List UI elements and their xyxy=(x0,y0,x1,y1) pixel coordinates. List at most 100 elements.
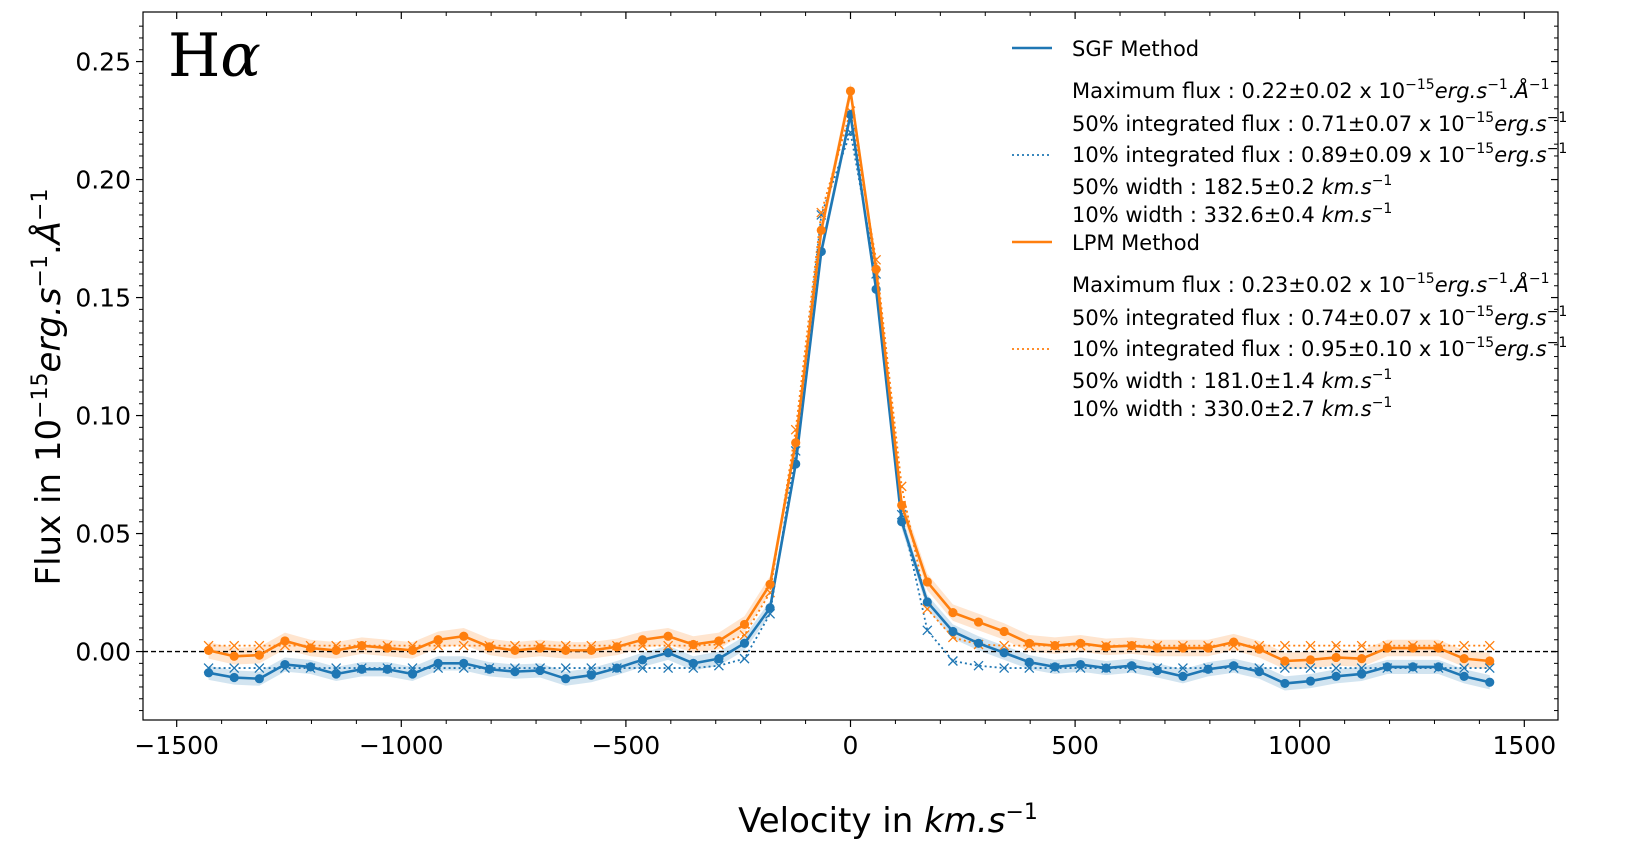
data-point xyxy=(1305,676,1316,686)
fit-marker xyxy=(1177,663,1188,674)
data-point xyxy=(1127,641,1137,651)
data-point xyxy=(1280,656,1290,666)
data-point xyxy=(433,635,443,645)
data-point xyxy=(637,655,648,665)
y-tick-label: 0.00 xyxy=(75,638,131,667)
data-point xyxy=(510,645,520,655)
fit-marker xyxy=(1279,663,1290,674)
data-point xyxy=(816,225,826,235)
data-point xyxy=(1152,643,1162,653)
data-point xyxy=(1459,654,1469,664)
data-point xyxy=(1382,662,1392,672)
data-point xyxy=(948,608,958,618)
data-point xyxy=(1229,661,1239,671)
data-point xyxy=(663,648,673,658)
data-point xyxy=(459,631,469,641)
fit-marker xyxy=(1279,640,1290,651)
legend-line: 10% width : 332.6±0.4 km.s−1 xyxy=(1072,201,1392,227)
data-point xyxy=(280,659,290,670)
data-point xyxy=(305,643,316,653)
line-label: Hα xyxy=(168,21,261,91)
data-point xyxy=(922,597,932,607)
data-point xyxy=(1024,657,1034,667)
legend-line: Maximum flux : 0.22±0.02 x 10−15erg.s−1.… xyxy=(1072,77,1550,103)
data-point xyxy=(663,631,673,641)
data-point xyxy=(407,645,418,655)
data-point xyxy=(1331,652,1341,663)
data-point xyxy=(714,654,724,664)
fit-marker xyxy=(1305,663,1316,674)
data-point xyxy=(1254,667,1264,677)
fit-marker xyxy=(947,656,958,666)
data-point xyxy=(871,264,881,274)
data-point xyxy=(1433,662,1444,672)
fit-marker xyxy=(586,663,597,674)
fit-marker xyxy=(973,660,984,671)
fit-marker xyxy=(663,640,674,651)
data-point xyxy=(973,617,984,627)
y-axis-label: Flux in 10−15erg.s−1.Å−1 xyxy=(28,189,69,586)
fit-marker xyxy=(1484,640,1495,651)
legend-line: 10% integrated flux : 0.95±0.10 x 10−15e… xyxy=(1072,335,1567,361)
data-point xyxy=(254,650,264,660)
data-point xyxy=(1280,678,1290,689)
x-tick-label: −500 xyxy=(592,731,661,760)
fit-marker xyxy=(229,640,240,651)
data-point xyxy=(484,642,494,652)
fit-marker xyxy=(1484,663,1495,674)
legend: SGF Method Maximum flux : 0.22±0.02 x 10−… xyxy=(1012,37,1567,421)
data-point xyxy=(791,438,801,448)
data-point xyxy=(1433,643,1444,653)
data-point xyxy=(382,664,392,674)
data-point xyxy=(535,643,545,653)
x-tick-label: −1000 xyxy=(359,731,444,760)
data-point xyxy=(1254,644,1264,654)
fit-marker xyxy=(1331,663,1342,674)
data-point xyxy=(203,668,214,678)
data-point xyxy=(999,648,1009,658)
data-point xyxy=(1331,671,1341,681)
legend-line: 10% width : 330.0±2.7 km.s−1 xyxy=(1072,395,1392,421)
fit-marker xyxy=(637,663,648,674)
fit-marker xyxy=(1459,663,1470,674)
data-point xyxy=(739,619,750,630)
x-tick-label: 0 xyxy=(843,731,859,760)
data-point xyxy=(1203,664,1213,674)
data-point xyxy=(999,626,1009,637)
data-point xyxy=(586,670,596,680)
fit-marker xyxy=(1356,640,1367,651)
data-point xyxy=(459,658,469,668)
data-point xyxy=(1075,659,1086,670)
data-point xyxy=(229,651,239,661)
x-axis-label: Velocity in km.s−1 xyxy=(738,800,1038,841)
data-point xyxy=(1101,663,1111,673)
data-point xyxy=(331,669,341,679)
data-point xyxy=(433,658,443,668)
fit-marker xyxy=(254,663,265,674)
data-point xyxy=(561,645,571,655)
data-point xyxy=(535,665,545,676)
data-point xyxy=(331,645,341,655)
x-tick-label: 1000 xyxy=(1268,731,1332,760)
fit-marker xyxy=(999,663,1010,674)
data-point xyxy=(1050,641,1060,651)
data-point xyxy=(714,636,724,646)
fit-marker xyxy=(560,663,571,674)
data-point xyxy=(1408,662,1418,672)
data-point xyxy=(948,626,958,637)
y-tick-label: 0.15 xyxy=(75,284,131,313)
data-point xyxy=(765,579,775,589)
data-point xyxy=(1075,638,1086,648)
fit-marker xyxy=(1459,640,1470,651)
fit-marker xyxy=(229,663,240,674)
data-point xyxy=(1229,637,1239,647)
data-point xyxy=(922,577,932,587)
fit-marker xyxy=(1305,640,1316,651)
data-point xyxy=(510,667,520,677)
data-point xyxy=(765,603,775,613)
x-tick-label: 1500 xyxy=(1492,731,1556,760)
legend-method-1: LPM Method xyxy=(1072,231,1200,255)
data-point xyxy=(1459,671,1469,681)
y-tick-label: 0.20 xyxy=(75,166,131,195)
